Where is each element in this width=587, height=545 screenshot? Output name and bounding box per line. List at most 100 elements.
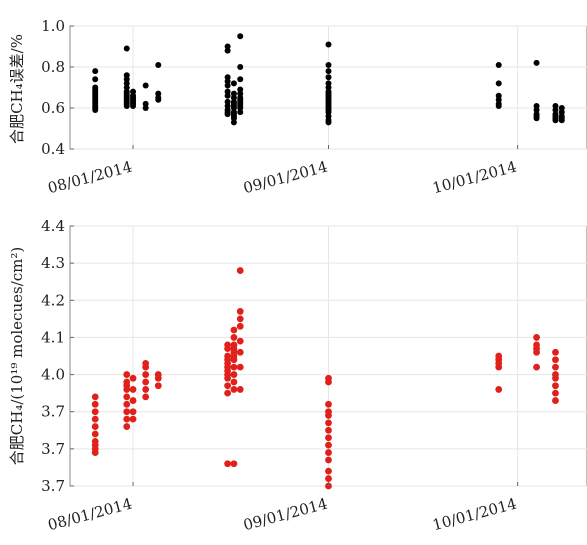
y-tick-label: 3.7 <box>41 403 65 421</box>
data-point <box>123 371 131 378</box>
data-point <box>325 408 332 416</box>
data-point <box>236 337 244 345</box>
data-point <box>533 341 540 349</box>
data-point <box>129 374 137 382</box>
data-point <box>230 98 237 105</box>
data-point <box>552 389 559 397</box>
data-point <box>123 80 130 87</box>
data-point <box>155 90 162 97</box>
data-point <box>237 94 244 101</box>
x-tick-label: 08/01/2014 <box>46 494 134 534</box>
data-point <box>230 386 238 393</box>
y-tick-label: 4.1 <box>41 328 65 346</box>
data-point <box>154 371 162 378</box>
y-tick-label: 3.7 <box>41 440 65 458</box>
data-point <box>92 68 99 75</box>
data-point <box>123 408 131 416</box>
yticks-bottom: 3.7 3.7 3.7 4.0 4.1 4.2 4.3 4.4 <box>41 217 74 495</box>
data-point <box>236 267 244 274</box>
data-point <box>91 423 99 430</box>
y-tick-label: 0.4 <box>41 140 65 158</box>
data-point <box>325 434 332 442</box>
y-tick-label: 1.0 <box>41 17 65 35</box>
data-point <box>142 105 149 111</box>
data-point <box>91 438 99 445</box>
data-point <box>237 109 244 116</box>
data-point <box>552 102 559 109</box>
data-point <box>552 111 559 118</box>
data-point <box>325 419 332 427</box>
data-point <box>129 408 137 416</box>
data-point <box>533 107 540 114</box>
data-point <box>495 80 502 87</box>
data-point <box>325 68 332 75</box>
data-point <box>230 109 237 116</box>
data-point <box>123 88 130 95</box>
data-point <box>236 322 244 330</box>
y-tick-label: 0.8 <box>41 58 65 76</box>
y-tick-label: 4.4 <box>41 217 65 235</box>
data-point <box>325 467 332 475</box>
data-point <box>552 107 559 114</box>
data-point <box>533 102 540 109</box>
data-point <box>130 88 137 95</box>
data-point <box>495 386 503 393</box>
data-point <box>91 393 99 401</box>
data-point <box>325 475 332 482</box>
data-point <box>224 74 231 81</box>
y-tick-label: 3.7 <box>41 477 65 495</box>
data-point <box>558 113 565 120</box>
data-point <box>325 41 332 48</box>
data-point <box>230 119 237 126</box>
data-point <box>92 84 99 91</box>
data-point <box>224 47 231 54</box>
data-point <box>237 90 244 97</box>
xticks-bottom: 08/01/2014 09/01/2014 10/01/2014 <box>46 482 519 534</box>
data-point <box>325 117 332 124</box>
yticks-top: 0.4 0.6 0.8 1.0 <box>41 17 74 158</box>
data-point <box>230 90 237 97</box>
data-point <box>552 371 559 378</box>
data-point <box>495 61 502 68</box>
data-point <box>92 76 99 83</box>
data-point <box>230 94 237 101</box>
data-point <box>224 92 231 99</box>
x-tick-label: 09/01/2014 <box>241 157 329 197</box>
data-point <box>237 76 244 83</box>
data-point <box>533 363 540 371</box>
data-point <box>224 460 232 468</box>
data-point <box>123 72 130 79</box>
data-point <box>142 378 150 386</box>
data-point <box>224 389 232 397</box>
chart-top: 0.4 0.6 0.8 1.0 08/01/2014 09/01/2014 10/01/2… <box>8 17 587 197</box>
data-point <box>224 382 232 390</box>
data-point <box>130 92 137 99</box>
data-point <box>129 386 137 393</box>
data-point <box>552 356 559 364</box>
data-point <box>123 400 131 408</box>
data-point <box>224 88 231 95</box>
data-point <box>325 400 332 408</box>
data-point <box>224 102 231 109</box>
data-point <box>123 45 130 52</box>
data-point <box>230 334 238 341</box>
data-point <box>129 415 137 423</box>
data-point <box>142 82 149 89</box>
data-point <box>142 100 149 107</box>
x-tick-label: 08/01/2014 <box>46 157 134 197</box>
data-point <box>123 84 130 91</box>
data-point <box>123 378 131 386</box>
data-point <box>123 423 131 430</box>
data-point <box>224 78 231 85</box>
data-point <box>325 74 332 81</box>
y-axis-label-bottom: 合肥CH₄/(10¹⁹ molecues/cm²) <box>8 247 26 465</box>
x-tick-label: 10/01/2014 <box>431 157 519 197</box>
data-point <box>230 341 238 349</box>
data-point <box>230 363 238 371</box>
data-point <box>155 94 162 101</box>
data-point <box>224 352 232 360</box>
data-point <box>325 456 332 464</box>
data-point <box>495 96 502 103</box>
data-point <box>91 400 99 408</box>
